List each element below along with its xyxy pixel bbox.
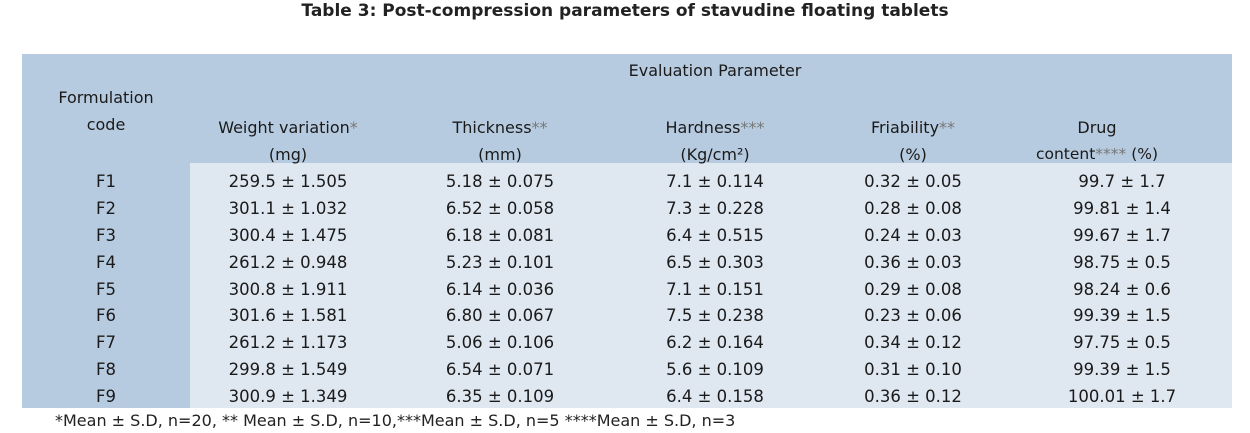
table-row: F7 261.2 ± 1.173 5.06 ± 0.106 6.2 ± 0.16… bbox=[22, 329, 1232, 356]
formulation-code: F3 bbox=[96, 226, 116, 245]
friability-cell: 0.24 ± 0.03 bbox=[864, 226, 962, 245]
formulation-code: F8 bbox=[96, 360, 116, 379]
friability-cell: 0.34 ± 0.12 bbox=[864, 333, 962, 352]
thickness-cell: 6.35 ± 0.109 bbox=[445, 387, 555, 406]
formulation-code: F9 bbox=[96, 387, 116, 406]
formulation-code: F6 bbox=[96, 306, 116, 325]
weight-cell: 259.5 ± 1.505 bbox=[228, 172, 348, 191]
formulation-code: F1 bbox=[96, 172, 116, 191]
hardness-cell: 6.4 ± 0.515 bbox=[666, 226, 764, 245]
table-row: F5 300.8 ± 1.911 6.14 ± 0.036 7.1 ± 0.15… bbox=[22, 276, 1232, 303]
weight-cell: 300.8 ± 1.911 bbox=[228, 280, 348, 299]
thickness-cell: 6.52 ± 0.058 bbox=[445, 199, 555, 218]
drug-content-cell: 98.75 ± 0.5 bbox=[1073, 253, 1171, 272]
hardness-cell: 6.4 ± 0.158 bbox=[666, 387, 764, 406]
table-row: F2 301.1 ± 1.032 6.52 ± 0.058 7.3 ± 0.22… bbox=[22, 195, 1232, 222]
weight-cell: 301.6 ± 1.581 bbox=[228, 306, 348, 325]
weight-cell: 261.2 ± 0.948 bbox=[228, 253, 348, 272]
drug-content-cell: 99.7 ± 1.7 bbox=[1078, 172, 1166, 191]
friability-cell: 0.36 ± 0.12 bbox=[864, 387, 962, 406]
col-header-friability-unit: (%) bbox=[899, 145, 927, 164]
group-header: Evaluation Parameter bbox=[628, 61, 802, 80]
drug-content-cell: 97.75 ± 0.5 bbox=[1073, 333, 1171, 352]
table-footnote: *Mean ± S.D, n=20, ** Mean ± S.D, n=10,*… bbox=[55, 411, 736, 430]
weight-cell: 301.1 ± 1.032 bbox=[228, 199, 348, 218]
formulation-header-line1: Formulation bbox=[58, 88, 154, 107]
hardness-cell: 7.5 ± 0.238 bbox=[666, 306, 764, 325]
formulation-code: F7 bbox=[96, 333, 116, 352]
weight-cell: 300.4 ± 1.475 bbox=[228, 226, 348, 245]
hardness-cell: 7.3 ± 0.228 bbox=[666, 199, 764, 218]
thickness-cell: 6.18 ± 0.081 bbox=[445, 226, 555, 245]
hardness-cell: 7.1 ± 0.114 bbox=[666, 172, 764, 191]
col-header-weight: Weight variation* bbox=[218, 118, 358, 137]
thickness-cell: 6.14 ± 0.036 bbox=[445, 280, 555, 299]
friability-cell: 0.28 ± 0.08 bbox=[864, 199, 962, 218]
thickness-cell: 5.23 ± 0.101 bbox=[445, 253, 555, 272]
hardness-cell: 5.6 ± 0.109 bbox=[666, 360, 764, 379]
col-header-thickness: Thickness** bbox=[452, 118, 548, 137]
table-row: F4 261.2 ± 0.948 5.23 ± 0.101 6.5 ± 0.30… bbox=[22, 249, 1232, 276]
table-title: Table 3: Post-compression parameters of … bbox=[301, 1, 949, 21]
drug-content-cell: 100.01 ± 1.7 bbox=[1067, 387, 1177, 406]
drug-content-cell: 99.39 ± 1.5 bbox=[1073, 306, 1171, 325]
friability-cell: 0.29 ± 0.08 bbox=[864, 280, 962, 299]
drug-content-cell: 99.39 ± 1.5 bbox=[1073, 360, 1171, 379]
table-row: F6 301.6 ± 1.581 6.80 ± 0.067 7.5 ± 0.23… bbox=[22, 302, 1232, 329]
drug-content-cell: 99.81 ± 1.4 bbox=[1073, 199, 1171, 218]
friability-cell: 0.23 ± 0.06 bbox=[864, 306, 962, 325]
thickness-cell: 6.54 ± 0.071 bbox=[445, 360, 555, 379]
hardness-cell: 6.2 ± 0.164 bbox=[666, 333, 764, 352]
col-header-friability: Friability** bbox=[870, 118, 956, 137]
table-row: F1 259.5 ± 1.505 5.18 ± 0.075 7.1 ± 0.11… bbox=[22, 168, 1232, 195]
col-header-drug-line2: content**** (%) bbox=[1035, 145, 1159, 163]
col-header-hardness: Hardness*** bbox=[665, 118, 765, 137]
table-row: F3 300.4 ± 1.475 6.18 ± 0.081 6.4 ± 0.51… bbox=[22, 222, 1232, 249]
weight-cell: 261.2 ± 1.173 bbox=[228, 333, 348, 352]
friability-cell: 0.32 ± 0.05 bbox=[864, 172, 962, 191]
table-data-area bbox=[190, 163, 1232, 408]
col-header-weight-unit: (mg) bbox=[268, 145, 308, 164]
table-row: F8 299.8 ± 1.549 6.54 ± 0.071 5.6 ± 0.10… bbox=[22, 356, 1232, 383]
weight-cell: 300.9 ± 1.349 bbox=[228, 387, 348, 406]
friability-cell: 0.31 ± 0.10 bbox=[864, 360, 962, 379]
hardness-cell: 6.5 ± 0.303 bbox=[666, 253, 764, 272]
weight-cell: 299.8 ± 1.549 bbox=[228, 360, 348, 379]
formulation-code: F5 bbox=[96, 280, 116, 299]
thickness-cell: 6.80 ± 0.067 bbox=[445, 306, 555, 325]
col-header-drug: Drug bbox=[1077, 118, 1117, 137]
col-header-thickness-unit: (mm) bbox=[478, 145, 522, 164]
drug-content-cell: 98.24 ± 0.6 bbox=[1073, 280, 1171, 299]
thickness-cell: 5.06 ± 0.106 bbox=[445, 333, 555, 352]
formulation-code: F2 bbox=[96, 199, 116, 218]
formulation-header-line2: code bbox=[86, 115, 126, 134]
thickness-cell: 5.18 ± 0.075 bbox=[445, 172, 555, 191]
drug-content-cell: 99.67 ± 1.7 bbox=[1073, 226, 1171, 245]
friability-cell: 0.36 ± 0.03 bbox=[864, 253, 962, 272]
hardness-cell: 7.1 ± 0.151 bbox=[666, 280, 764, 299]
table-row: F9 300.9 ± 1.349 6.35 ± 0.109 6.4 ± 0.15… bbox=[22, 383, 1232, 410]
col-header-hardness-unit: (Kg/cm²) bbox=[680, 145, 750, 164]
formulation-code: F4 bbox=[96, 253, 116, 272]
